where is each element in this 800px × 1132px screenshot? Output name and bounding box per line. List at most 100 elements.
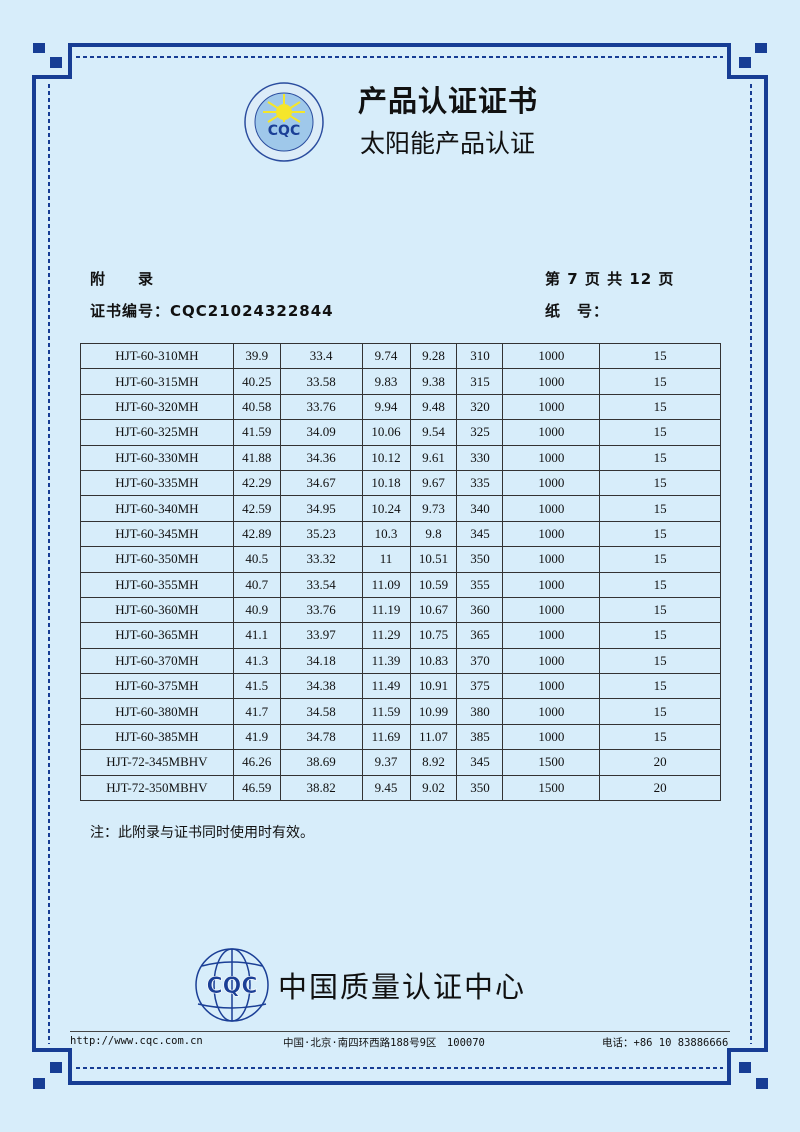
table-cell: HJT-60-365MH xyxy=(80,622,234,649)
table-cell: 1000 xyxy=(502,673,601,700)
table-row: HJT-60-360MH 40.9 33.76 11.19 10.67 360 1000 15 xyxy=(80,596,721,624)
table-cell: 335 xyxy=(456,469,504,497)
table-cell: 320 xyxy=(456,393,504,421)
table-cell: 42.29 xyxy=(232,469,281,497)
table-cell: 1000 xyxy=(502,546,601,573)
table-cell: 15 xyxy=(599,647,721,675)
table-cell: HJT-60-380MH xyxy=(80,698,234,725)
table-cell: 1500 xyxy=(502,774,601,802)
table-row: HJT-60-315MH 40.25 33.58 9.83 9.38 315 1000 15 xyxy=(80,368,721,395)
table-cell: 41.7 xyxy=(232,698,281,725)
table-cell: 9.83 xyxy=(361,368,411,395)
table-cell: 1000 xyxy=(502,647,601,675)
table-cell: 40.5 xyxy=(232,546,281,573)
table-cell: 380 xyxy=(456,698,504,725)
table-cell: 1000 xyxy=(502,342,601,370)
table-cell: HJT-60-335MH xyxy=(80,469,234,497)
table-cell: 10.59 xyxy=(409,571,458,598)
table-cell: 15 xyxy=(599,622,721,649)
table-cell: HJT-60-330MH xyxy=(80,444,234,471)
table-cell: 9.94 xyxy=(361,393,411,421)
table-cell: 11.29 xyxy=(361,622,411,649)
table-cell: 365 xyxy=(456,622,504,649)
table-cell: 40.25 xyxy=(232,368,281,395)
table-cell: 9.74 xyxy=(361,342,411,370)
product-table: HJT-60-310MH 39.9 33.4 9.74 9.28 310 1000 15 HJT… xyxy=(80,342,721,802)
table-cell: 10.75 xyxy=(409,622,458,649)
table-cell: 15 xyxy=(599,495,721,522)
table-cell: 41.88 xyxy=(232,444,281,471)
table-row: HJT-60-320MH 40.58 33.76 9.94 9.48 320 1000 15 xyxy=(80,393,721,421)
table-cell: 10.18 xyxy=(361,469,411,497)
phone: 电话：+86 10 83886666 xyxy=(602,1037,729,1049)
table-cell: HJT-60-325MH xyxy=(80,419,234,446)
table-cell: HJT-60-315MH xyxy=(80,368,234,395)
table-cell: 15 xyxy=(599,393,721,421)
validity-note: 注：此附录与证书同时使用时有效。 xyxy=(90,825,314,841)
table-cell: 10.99 xyxy=(409,698,458,725)
table-cell: 33.58 xyxy=(279,368,363,395)
table-row: HJT-60-345MH 42.89 35.23 10.3 9.8 345 1000 15 xyxy=(80,520,721,548)
table-row: HJT-60-355MH 40.7 33.54 11.09 10.59 355 1000 15 xyxy=(80,571,721,598)
table-row: HJT-72-345MBHV 46.26 38.69 9.37 8.92 345 1500 2… xyxy=(80,749,721,776)
table-cell: 9.28 xyxy=(409,342,458,370)
cqc-solar-logo: CQC xyxy=(244,82,324,162)
table-cell: 35.23 xyxy=(279,520,363,548)
table-cell: 40.7 xyxy=(232,571,281,598)
table-cell: 1000 xyxy=(502,393,601,421)
table-cell: HJT-72-350MBHV xyxy=(80,774,234,802)
table-cell: HJT-60-345MH xyxy=(80,520,234,548)
table-cell: HJT-60-385MH xyxy=(80,723,234,751)
table-cell: 1000 xyxy=(502,571,601,598)
table-cell: 11.59 xyxy=(361,698,411,725)
table-cell: 360 xyxy=(456,596,504,624)
table-row: HJT-60-310MH 39.9 33.4 9.74 9.28 310 1000 15 xyxy=(80,342,721,370)
svg-text:CQC: CQC xyxy=(207,974,258,999)
table-cell: 41.5 xyxy=(232,673,281,700)
table-cell: 345 xyxy=(456,749,504,776)
table-cell: 11.19 xyxy=(361,596,411,624)
table-cell: 9.61 xyxy=(409,444,458,471)
table-cell: 46.59 xyxy=(232,774,281,802)
table-cell: 1000 xyxy=(502,419,601,446)
table-cell: 34.67 xyxy=(279,469,363,497)
table-cell: 10.51 xyxy=(409,546,458,573)
table-cell: 15 xyxy=(599,723,721,751)
table-cell: 34.95 xyxy=(279,495,363,522)
table-cell: 310 xyxy=(456,342,504,370)
table-cell: 9.38 xyxy=(409,368,458,395)
table-cell: HJT-72-345MBHV xyxy=(80,749,234,776)
table-cell: 9.02 xyxy=(409,774,458,802)
table-cell: 9.8 xyxy=(409,520,458,548)
table-cell: 1000 xyxy=(502,698,601,725)
table-cell: 42.89 xyxy=(232,520,281,548)
table-cell: 1000 xyxy=(502,444,601,471)
table-cell: HJT-60-350MH xyxy=(80,546,234,573)
appendix-label: 附 录 xyxy=(90,270,155,288)
table-cell: 40.9 xyxy=(232,596,281,624)
table-row: HJT-60-365MH 41.1 33.97 11.29 10.75 365 1000 15 xyxy=(80,622,721,649)
table-cell: 33.54 xyxy=(279,571,363,598)
table-cell: 11.07 xyxy=(409,723,458,751)
certificate-number: 证书编号：CQC21024322844 xyxy=(90,302,334,320)
table-row: HJT-60-370MH 41.3 34.18 11.39 10.83 370 1000 15 xyxy=(80,647,721,675)
table-cell: 15 xyxy=(599,520,721,548)
table-cell: 325 xyxy=(456,419,504,446)
table-cell: 10.91 xyxy=(409,673,458,700)
table-cell: 1000 xyxy=(502,723,601,751)
website-link[interactable]: http://www.cqc.com.cn xyxy=(70,1035,203,1047)
table-cell: 1000 xyxy=(502,469,601,497)
table-cell: 15 xyxy=(599,469,721,497)
table-cell: 345 xyxy=(456,520,504,548)
table-cell: 15 xyxy=(599,698,721,725)
table-cell: 9.37 xyxy=(361,749,411,776)
table-cell: 10.12 xyxy=(361,444,411,471)
table-cell: 1000 xyxy=(502,596,601,624)
table-cell: 385 xyxy=(456,723,504,751)
table-cell: 41.1 xyxy=(232,622,281,649)
table-cell: 10.67 xyxy=(409,596,458,624)
table-cell: HJT-60-310MH xyxy=(80,342,234,370)
address: 中国·北京·南四环西路188号9区 100070 xyxy=(283,1037,485,1049)
table-cell: 34.58 xyxy=(279,698,363,725)
table-cell: 15 xyxy=(599,368,721,395)
